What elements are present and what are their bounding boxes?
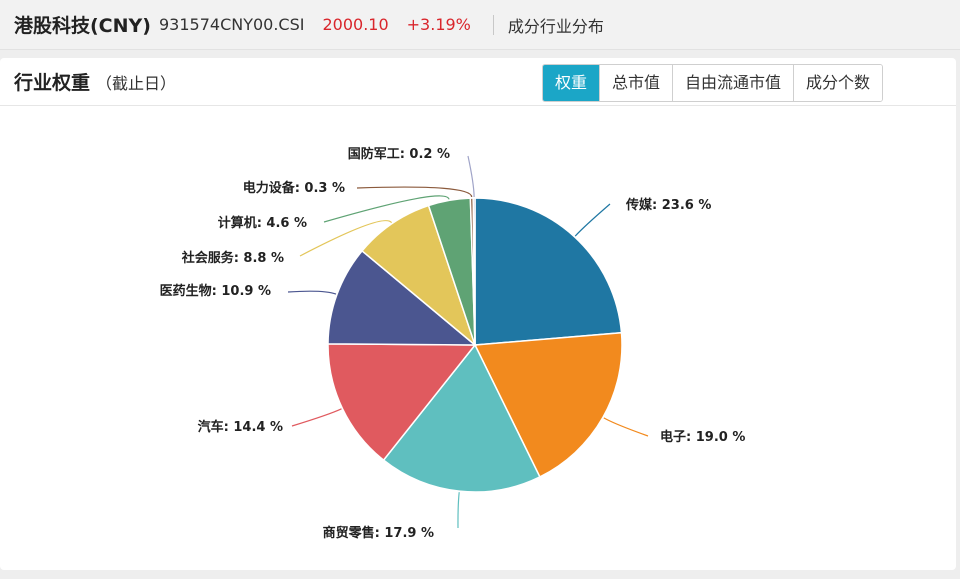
industry-weight-panel: 行业权重 （截止日） 权重 总市值 自由流通市值 成分个数 传媒: 23.6 % 电… <box>0 58 956 570</box>
leader-line-slice-4 <box>291 408 342 427</box>
pie-slice-9[interactable] <box>472 197 476 346</box>
leader-line-slice-2 <box>603 417 649 437</box>
data-label-slice-2: 电子: 19.0 % <box>660 429 745 445</box>
leader-line-slice-6 <box>299 220 393 257</box>
leader-line-slice-8 <box>356 186 473 198</box>
data-label-slice-1: 传媒: 23.6 % <box>625 197 711 213</box>
leader-line-slice-1 <box>574 203 611 237</box>
index-name: 港股科技(CNY) <box>14 15 151 37</box>
pie-slice-2[interactable] <box>473 331 623 478</box>
toggle-free-float-market-cap-button[interactable]: 自由流通市值 <box>672 65 794 101</box>
panel-title-text: 行业权重 <box>14 72 91 94</box>
data-label-slice-9: 国防军工: 0.2 % <box>348 146 450 162</box>
data-label-slice-8: 电力设备: 0.3 % <box>243 180 345 196</box>
toggle-total-market-cap-button[interactable]: 总市值 <box>599 65 673 101</box>
index-price: 2000.10 <box>322 15 389 34</box>
toggle-weight-button[interactable]: 权重 <box>543 65 600 101</box>
index-change: +3.19% <box>406 15 471 34</box>
data-label-slice-4: 汽车: 14.4 % <box>198 419 283 435</box>
data-label-slice-7: 计算机: 4.6 % <box>218 215 307 231</box>
leader-line-slice-3 <box>457 492 460 529</box>
panel-header: 行业权重 （截止日） 权重 总市值 自由流通市值 成分个数 <box>0 58 956 106</box>
metric-toggle-group: 权重 总市值 自由流通市值 成分个数 <box>542 64 884 102</box>
leader-line-slice-7 <box>323 195 450 223</box>
pie-slice-5[interactable] <box>327 249 478 346</box>
panel-subtitle: （截止日） <box>96 74 177 93</box>
index-code: 931574CNY00.CSI <box>158 15 305 34</box>
leader-line-slice-5 <box>287 290 337 295</box>
pie-slice-6[interactable] <box>361 204 477 348</box>
header-divider <box>492 14 494 35</box>
leader-line-slice-9 <box>467 155 475 198</box>
industry-weight-pie-chart: 传媒: 23.6 % 电子: 19.0 % 商贸零售: 17.9 % 汽车: 14.4… <box>160 146 746 541</box>
data-label-slice-3: 商贸零售: 17.9 % <box>323 525 434 541</box>
toggle-constituent-count-button[interactable]: 成分个数 <box>793 65 883 101</box>
tab-industry-distribution[interactable]: 成分行业分布 <box>507 16 604 36</box>
data-label-slice-5: 医药生物: 10.9 % <box>160 283 271 299</box>
pie-slice-1[interactable] <box>474 197 623 346</box>
pie-slice-4[interactable] <box>327 343 477 462</box>
panel-title: 行业权重 （截止日） <box>14 68 176 95</box>
pie-slice-3[interactable] <box>382 343 541 493</box>
index-header-bar: 港股科技(CNY) 931574CNY00.CSI 2000.10 +3.19%… <box>0 0 960 50</box>
data-label-slice-6: 社会服务: 8.8 % <box>181 250 284 266</box>
